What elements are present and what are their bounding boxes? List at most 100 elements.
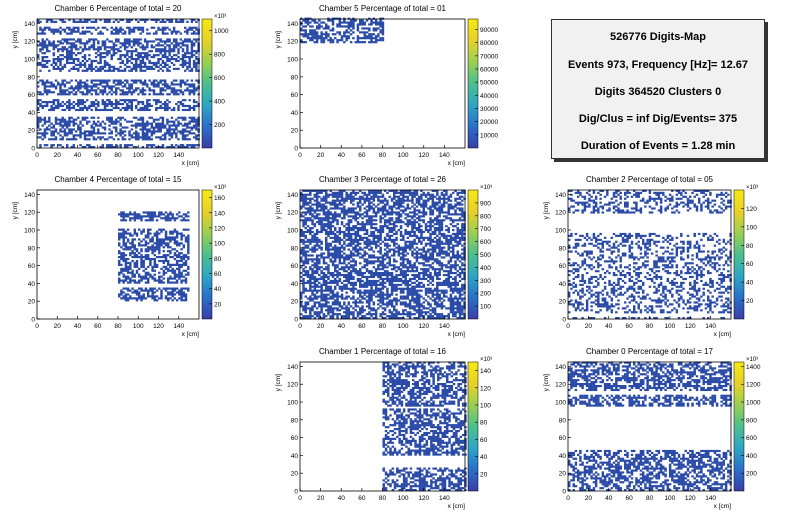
hit-cell [395, 287, 398, 290]
hit-cell [461, 299, 464, 302]
hit-cell [320, 275, 323, 279]
hit-cell [318, 37, 321, 40]
hit-cell [77, 30, 80, 33]
hit-cell [146, 44, 149, 47]
hit-cell [151, 258, 154, 261]
hit-cell [126, 287, 130, 290]
hit-cell [122, 236, 125, 239]
hit-cell [327, 33, 330, 36]
hit-cell [124, 242, 128, 245]
hit-cell [168, 48, 171, 51]
hit-cell [179, 91, 183, 94]
hit-cell [59, 58, 62, 61]
hit-cell [402, 303, 405, 306]
hit-cell [129, 263, 132, 266]
hit-cell [424, 289, 428, 292]
hit-cell [68, 54, 71, 57]
hit-cell [149, 263, 152, 266]
hit-cell [121, 44, 125, 47]
hit-cell [356, 313, 360, 316]
hit-cell [63, 108, 67, 112]
hit-cell [438, 317, 441, 320]
hit-cell [45, 79, 49, 82]
hit-cell [103, 40, 107, 43]
hit-cell [327, 301, 330, 304]
hit-cell [422, 262, 425, 265]
hit-cell [41, 65, 44, 68]
hit-cell [309, 307, 312, 310]
hit-cell [190, 106, 194, 110]
hit-cell [173, 271, 177, 274]
hit-cell [352, 242, 355, 245]
hit-cell [304, 252, 307, 255]
hit-cell [117, 81, 120, 84]
hit-cell [135, 42, 138, 45]
hit-cell [327, 242, 330, 245]
hit-cell [345, 270, 348, 273]
hit-cell [340, 25, 344, 28]
hit-cell [447, 275, 450, 279]
hit-cell [395, 250, 398, 253]
hit-cell [406, 295, 410, 298]
hit-cell [167, 263, 170, 266]
hit-cell [155, 234, 159, 237]
hit-cell [97, 120, 100, 123]
hit-cell [39, 20, 42, 23]
hit-cell [99, 83, 102, 86]
hit-cell [43, 134, 47, 137]
hit-cell [354, 254, 357, 257]
hit-cell [106, 46, 109, 49]
hit-cell [306, 254, 310, 257]
hit-cell [120, 289, 123, 292]
hit-cell [456, 256, 459, 259]
hit-cell [343, 246, 346, 249]
hit-cell [377, 244, 380, 247]
hit-cell [456, 291, 459, 294]
hit-cell [63, 130, 67, 133]
hit-cell [408, 260, 412, 263]
hit-cell [50, 126, 53, 129]
hit-cell [404, 283, 407, 286]
hit-cell [386, 289, 389, 292]
hit-cell [149, 219, 152, 222]
hit-cell [374, 242, 378, 245]
hit-cell [304, 307, 307, 310]
hit-cell [365, 19, 369, 22]
hit-cell [356, 240, 360, 243]
hit-cell [57, 144, 60, 147]
hit-cell [184, 40, 187, 43]
hit-cell [158, 246, 161, 249]
hit-cell [309, 238, 312, 241]
hit-cell [72, 87, 76, 90]
hit-cell [68, 103, 71, 106]
hit-cell [135, 59, 138, 63]
z-tick-label: 50000 [480, 80, 498, 87]
hit-cell [343, 307, 346, 310]
hit-cell [452, 301, 455, 304]
hit-cell [175, 136, 178, 139]
hit-cell [415, 285, 419, 288]
hit-cell [325, 242, 328, 245]
hit-cell [354, 264, 357, 267]
hit-cell [171, 213, 174, 216]
hit-cell [148, 108, 151, 112]
hit-cell [141, 93, 145, 96]
hit-cell [363, 35, 366, 38]
hit-cell [121, 28, 125, 31]
hit-cell [449, 299, 453, 302]
hit-cell [146, 85, 149, 88]
hit-cell [117, 116, 120, 119]
hit-cell [302, 287, 305, 290]
hit-cell [395, 315, 398, 318]
hit-cell [54, 67, 58, 70]
hit-cell [458, 289, 462, 292]
hit-cell [413, 248, 416, 251]
hit-cell [399, 303, 403, 306]
hit-cell [334, 277, 337, 281]
hit-cell [83, 44, 87, 47]
hit-cell [175, 279, 179, 282]
hit-cell [322, 289, 326, 292]
hit-cell [436, 289, 439, 292]
hit-cell [368, 317, 371, 320]
hit-cell [393, 305, 396, 308]
